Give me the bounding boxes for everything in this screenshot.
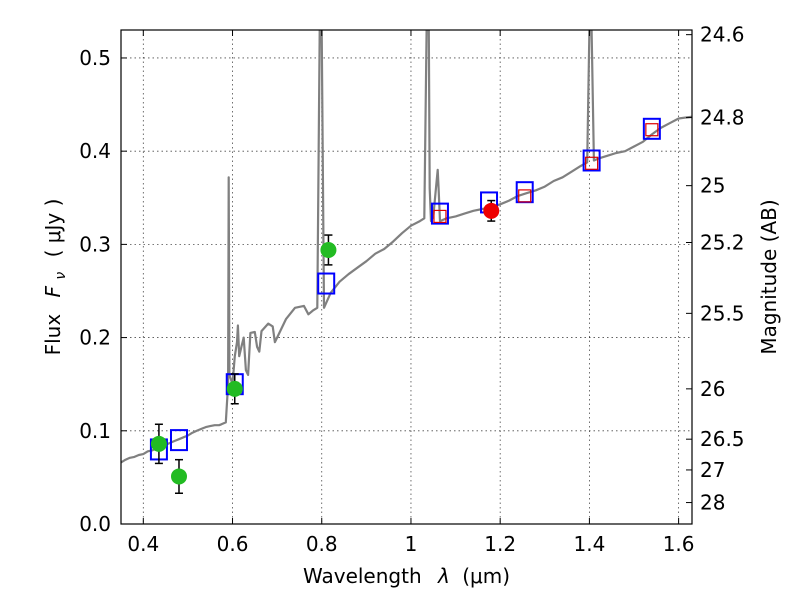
y-tick-label: 0.0 — [79, 512, 111, 536]
grid — [121, 30, 692, 525]
y2-axis-label: Magnitude (AB) — [757, 199, 781, 354]
observed-point-marker — [226, 380, 243, 397]
y2-tick-label: 26.5 — [700, 427, 745, 451]
plot-area — [121, 30, 692, 494]
y2-tick-label: 25.2 — [700, 231, 745, 255]
model-small-square-marker — [585, 156, 599, 170]
x-axis-label: Wavelength λ (μm) — [303, 564, 510, 588]
y-axis-label-symbol: F — [41, 285, 65, 297]
model-small-square-marker — [518, 189, 532, 203]
y2-tick-label: 25.5 — [700, 301, 745, 325]
y-axis-label-subscript: ν — [53, 272, 69, 280]
y2-tick-label: 24.8 — [700, 106, 745, 130]
x-axis-label-unit: (μm) — [462, 564, 510, 588]
axis-ticks: 0.4 0.6 0.8 1 1.2 1.4 1.6 0.0 0.1 0.2 0.3 0.4 0.5 24.… — [79, 23, 744, 556]
observed-point-marker — [320, 241, 337, 258]
observed-point-marker — [483, 202, 500, 219]
observed-point-marker — [150, 435, 167, 452]
x-tick-label: 0.8 — [306, 532, 338, 556]
y2-tick-label: 25 — [700, 174, 725, 198]
model-square-marker — [317, 272, 336, 295]
plot-frame — [120, 29, 693, 525]
x-axis-label-prefix: Wavelength — [303, 564, 422, 588]
model-small-square-marker — [645, 123, 659, 137]
y2-tick-label: 27 — [700, 458, 725, 482]
x-tick-label: 0.6 — [217, 532, 249, 556]
x-axis-label-symbol: λ — [437, 564, 450, 588]
spectrum-line — [121, 30, 692, 464]
model-square-marker — [430, 202, 449, 225]
x-tick-label: 1.4 — [573, 532, 605, 556]
y2-tick-label: 26 — [700, 377, 725, 401]
x-tick-label: 0.4 — [127, 532, 159, 556]
y2-tick-label: 28 — [700, 491, 725, 515]
model-square-marker — [169, 429, 188, 452]
y-axis-label: Flux F ν ( μJy ) — [41, 199, 70, 356]
y2-tick-label: 24.6 — [700, 23, 745, 47]
y-tick-label: 0.4 — [79, 139, 111, 163]
y-tick-label: 0.3 — [79, 232, 111, 256]
x-tick-label: 1.2 — [484, 532, 516, 556]
y-axis-label-prefix: Flux — [41, 314, 65, 356]
model-small-square-marker — [433, 209, 447, 224]
y-tick-label: 0.2 — [79, 326, 111, 350]
y-tick-label: 0.1 — [79, 419, 111, 443]
y-axis-label-unit: ( μJy ) — [41, 199, 65, 258]
x-tick-label: 1.6 — [663, 532, 695, 556]
model-square-marker — [642, 117, 661, 140]
x-tick-label: 1 — [405, 532, 418, 556]
y-tick-label: 0.5 — [79, 46, 111, 70]
observed-point-marker — [170, 468, 187, 485]
model-square-marker — [582, 149, 601, 172]
